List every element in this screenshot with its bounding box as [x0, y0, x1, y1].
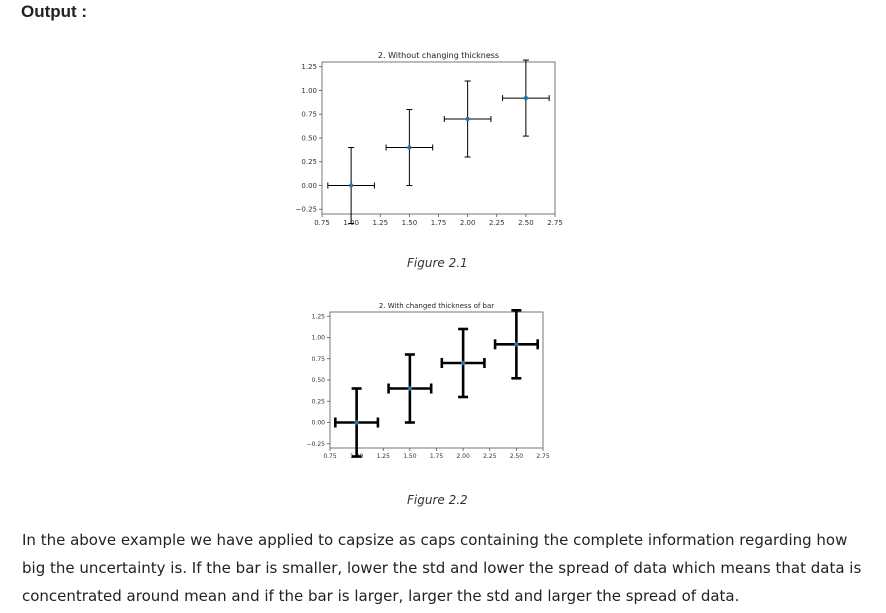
- data-point-marker: [460, 360, 466, 366]
- y-tick-label: 0.50: [312, 377, 326, 384]
- plot-area-frame: [329, 311, 544, 449]
- y-tick-label: 0.75: [312, 356, 326, 363]
- x-tick-label: 2.25: [483, 453, 497, 460]
- y-tick-label: 0.25: [301, 158, 317, 166]
- y-tick-label: −0.25: [296, 206, 317, 214]
- data-point-marker: [348, 183, 354, 188]
- x-tick-label: 1.75: [431, 219, 447, 227]
- y-tick-label: 1.25: [312, 313, 326, 320]
- y-tick-label: 0.00: [312, 420, 326, 427]
- chart-title: 2. With changed thickness of bar: [379, 302, 494, 310]
- x-tick-label: 2.75: [536, 453, 550, 460]
- errorbar-point-4: [502, 59, 550, 137]
- y-tick-label: 1.25: [301, 63, 317, 71]
- data-point-marker: [514, 342, 519, 347]
- x-tick-label: 0.75: [314, 219, 330, 227]
- x-tick-label: 1.25: [372, 219, 388, 227]
- x-tick-label: 2.25: [489, 219, 505, 227]
- plot-area-frame: [321, 61, 556, 215]
- data-point-marker: [465, 116, 470, 122]
- x-tick-label: 2.50: [518, 219, 534, 227]
- errorbar-point-2: [385, 109, 434, 186]
- errorbar-point-4: [493, 308, 539, 380]
- data-point-marker: [354, 420, 359, 425]
- errorbar-point-3: [440, 327, 486, 399]
- x-tick-label: 2.50: [510, 453, 524, 460]
- x-tick-label: 1.50: [402, 219, 418, 227]
- y-tick-label: 1.00: [312, 335, 326, 342]
- x-tick-label: 1.75: [430, 453, 444, 460]
- chart-title: 2. Without changing thickness: [378, 51, 499, 60]
- data-point-marker: [407, 386, 413, 391]
- x-tick-label: 0.75: [323, 453, 337, 460]
- x-tick-label: 1.50: [403, 453, 417, 460]
- y-tick-label: 1.00: [301, 87, 317, 95]
- explanation-paragraph: In the above example we have applied to …: [22, 531, 862, 605]
- errorbar-point-1: [334, 387, 380, 458]
- y-tick-label: 0.75: [301, 111, 317, 119]
- x-tick-label: 2.00: [460, 219, 476, 227]
- x-tick-label: 2.75: [547, 219, 563, 227]
- y-tick-label: −0.25: [307, 441, 326, 448]
- figure-caption-2: Figure 2.2: [407, 493, 468, 507]
- figure-caption-1: Figure 2.1: [407, 256, 468, 270]
- y-tick-label: 0.25: [312, 398, 326, 405]
- data-point-marker: [407, 145, 412, 150]
- output-heading: Output :: [21, 2, 88, 21]
- errorbar-point-3: [443, 80, 492, 158]
- y-tick-label: 0.50: [301, 134, 317, 142]
- y-tick-label: 0.00: [301, 182, 317, 190]
- data-point-marker: [523, 95, 529, 101]
- errorbar-point-2: [387, 353, 433, 424]
- x-tick-label: 1.25: [377, 453, 391, 460]
- errorbar-point-1: [327, 147, 375, 224]
- x-tick-label: 2.00: [456, 453, 470, 460]
